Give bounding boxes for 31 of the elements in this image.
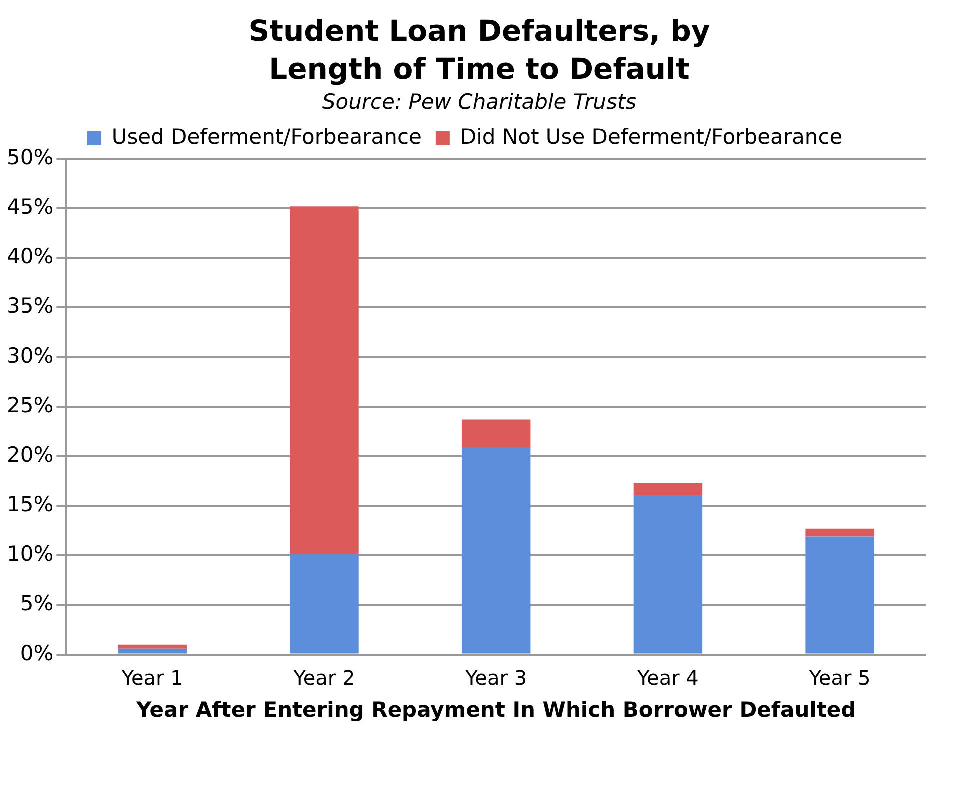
bar — [462, 448, 531, 654]
bar — [290, 554, 359, 654]
bar — [634, 495, 703, 654]
x-axis-title: Year After Entering Repayment In Which Borrower Defaulted — [136, 698, 856, 722]
x-tick-label: Year 2 — [292, 666, 356, 690]
y-tick-label: 45% — [6, 195, 54, 220]
y-tick-label: 5% — [20, 592, 54, 616]
legend-label: Did Not Use Deferment/Forbearance — [460, 124, 843, 149]
y-tick-label: 40% — [6, 244, 54, 269]
bar — [634, 483, 703, 496]
y-tick-label: 50% — [6, 145, 54, 170]
y-tick-label: 35% — [6, 294, 54, 318]
legend-label: Used Deferment/Forbearance — [112, 124, 422, 149]
bar — [462, 420, 531, 448]
bar — [118, 644, 187, 649]
x-tick-label: Year 3 — [464, 666, 528, 690]
y-tick-label: 25% — [6, 393, 54, 418]
x-tick-label: Year 4 — [636, 666, 699, 690]
bar — [806, 536, 874, 654]
bar — [806, 528, 874, 537]
y-tick-label: 0% — [20, 641, 54, 666]
bar — [118, 648, 187, 654]
y-tick-label: 15% — [6, 492, 54, 517]
y-tick-label: 10% — [6, 542, 54, 566]
chart-title: Student Loan Defaulters, by Length of Time to Default — [248, 13, 712, 88]
x-tick-label: Year 1 — [120, 666, 184, 690]
x-tick-label: Year 5 — [808, 666, 871, 690]
source-note: Source: Pew Charitable Trusts — [321, 90, 638, 114]
y-tick-label: 20% — [6, 442, 54, 467]
y-tick-label: 30% — [6, 344, 54, 368]
bar — [290, 206, 359, 555]
